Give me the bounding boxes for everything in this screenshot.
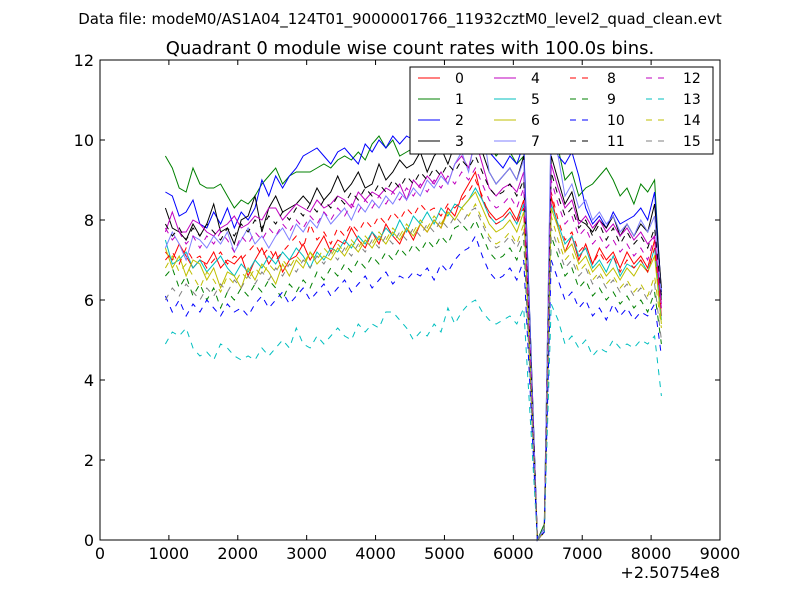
y-tick-label: 10 bbox=[74, 131, 94, 150]
legend-box bbox=[409, 66, 714, 155]
x-tick-label: 3000 bbox=[286, 544, 327, 563]
x-offset-label: +2.50754e8 bbox=[620, 563, 720, 582]
axis-ticks: 0 1000 2000 3000 4000 5000 6000 7000 8000 9000 0 2 4… bbox=[74, 51, 741, 563]
series-layer bbox=[164, 103, 662, 542]
legend-label-7: 7 bbox=[531, 134, 540, 150]
x-tick-label: 1000 bbox=[149, 544, 190, 563]
legend-label-11: 11 bbox=[607, 134, 625, 150]
legend-label-15: 15 bbox=[683, 134, 701, 150]
legend-label-12: 12 bbox=[683, 71, 701, 87]
legend-label-13: 13 bbox=[683, 92, 701, 108]
y-tick-label: 8 bbox=[84, 211, 94, 230]
legend-label-9: 9 bbox=[607, 92, 616, 108]
x-tick-label: 8000 bbox=[631, 544, 672, 563]
y-tick-label: 6 bbox=[84, 291, 94, 310]
legend-label-2: 2 bbox=[455, 113, 464, 129]
legend-label-10: 10 bbox=[607, 113, 625, 129]
legend-label-5: 5 bbox=[531, 92, 540, 108]
series-line-8 bbox=[165, 178, 662, 542]
series-line-10 bbox=[164, 234, 662, 542]
x-tick-label: 5000 bbox=[424, 544, 465, 563]
y-tick-label: 12 bbox=[74, 51, 94, 70]
x-tick-label: 7000 bbox=[562, 544, 603, 563]
y-tick-label: 2 bbox=[84, 451, 94, 470]
series-line-6 bbox=[164, 191, 662, 542]
series-line-5 bbox=[164, 186, 662, 542]
y-tick-label: 0 bbox=[84, 531, 94, 550]
legend-label-8: 8 bbox=[607, 71, 616, 87]
legend-label-4: 4 bbox=[531, 71, 540, 87]
x-tick-label: 4000 bbox=[355, 544, 396, 563]
x-tick-label: 6000 bbox=[493, 544, 534, 563]
series-line-11 bbox=[164, 154, 662, 542]
series-line-15 bbox=[164, 207, 662, 542]
series-line-1 bbox=[164, 103, 662, 541]
series-line-14 bbox=[164, 202, 662, 542]
legend-label-0: 0 bbox=[455, 71, 464, 87]
series-line-13 bbox=[164, 299, 662, 542]
chart-title: Quadrant 0 module wise count rates with … bbox=[166, 38, 655, 59]
legend-label-6: 6 bbox=[531, 113, 540, 129]
legend-label-3: 3 bbox=[455, 134, 464, 150]
series-line-7 bbox=[164, 107, 662, 542]
series-line-12 bbox=[164, 166, 662, 542]
series-line-3 bbox=[164, 131, 662, 542]
x-tick-label: 9000 bbox=[700, 544, 741, 563]
legend-label-1: 1 bbox=[455, 92, 464, 108]
x-tick-label: 2000 bbox=[217, 544, 258, 563]
legend-label-14: 14 bbox=[683, 113, 701, 129]
series-line-9 bbox=[165, 218, 662, 542]
data-file-label: Data file: modeM0/AS1A04_124T01_90000017… bbox=[78, 10, 722, 29]
x-tick-label: 0 bbox=[95, 544, 105, 563]
series-line-4 bbox=[164, 138, 662, 542]
y-tick-label: 4 bbox=[84, 371, 94, 390]
